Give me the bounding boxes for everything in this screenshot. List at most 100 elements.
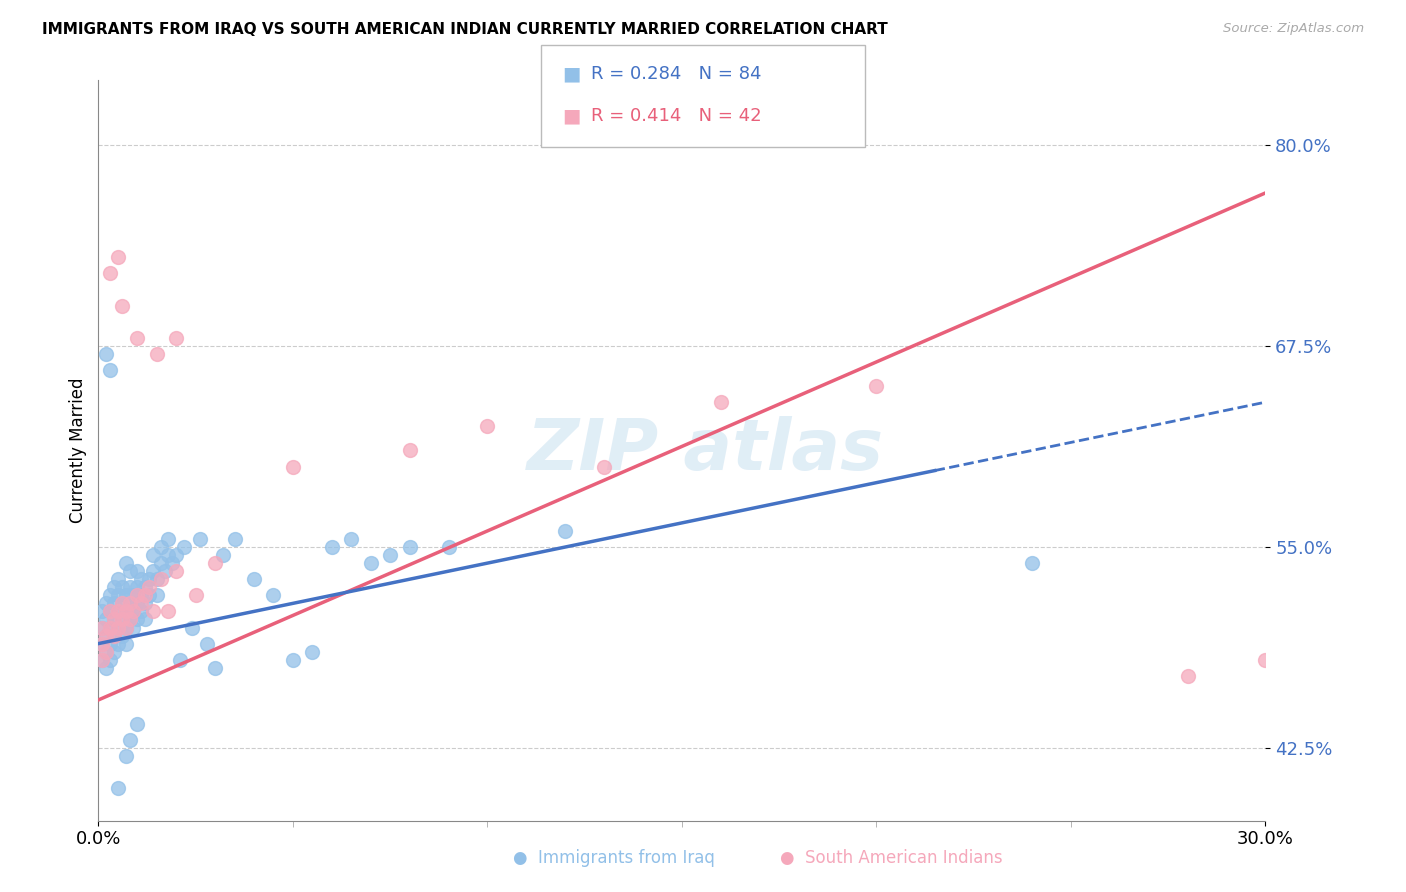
Point [142, 604, 165, 618]
Y-axis label: Currently Married: Currently Married [69, 377, 87, 524]
Point [127, 596, 149, 610]
Point [98, 620, 121, 634]
Point [184, 588, 207, 602]
Text: ●  South American Indians: ● South American Indians [780, 849, 1002, 867]
Point [157, 532, 180, 546]
Point [114, 620, 136, 634]
Point [111, 596, 134, 610]
Point [477, 419, 499, 434]
Point [398, 443, 420, 458]
Point [281, 459, 304, 474]
Point [360, 556, 382, 570]
Point [118, 580, 141, 594]
Point [111, 580, 134, 594]
Point [149, 572, 172, 586]
Point [107, 588, 129, 602]
Point [96, 628, 118, 642]
Point [398, 540, 420, 554]
Point [114, 604, 136, 618]
Point [118, 596, 141, 610]
Point [107, 572, 129, 586]
Point [281, 653, 304, 667]
Point [111, 596, 134, 610]
Point [114, 620, 136, 634]
Point [134, 596, 156, 610]
Point [107, 781, 129, 796]
Point [107, 620, 129, 634]
Point [138, 572, 160, 586]
Point [243, 572, 266, 586]
Point [262, 588, 284, 602]
Point [165, 331, 187, 345]
Point [340, 532, 363, 546]
Point [91, 653, 114, 667]
Text: ZIP atlas: ZIP atlas [527, 416, 884, 485]
Point [122, 604, 145, 618]
Point [146, 347, 169, 361]
Point [1254, 653, 1277, 667]
Point [96, 645, 118, 659]
Point [165, 564, 187, 578]
Point [114, 749, 136, 764]
Point [142, 548, 165, 562]
Text: R = 0.414   N = 42: R = 0.414 N = 42 [591, 107, 761, 125]
Point [96, 596, 118, 610]
Point [865, 379, 887, 393]
Text: ■: ■ [562, 64, 581, 84]
Point [138, 588, 160, 602]
Point [224, 532, 246, 546]
Point [107, 250, 129, 264]
Point [321, 540, 343, 554]
Point [107, 604, 129, 618]
Point [91, 637, 114, 651]
Point [146, 572, 169, 586]
Point [96, 661, 118, 675]
Point [1177, 669, 1199, 683]
Point [188, 532, 211, 546]
Point [103, 580, 125, 594]
Point [91, 620, 114, 634]
Point [98, 267, 121, 281]
Point [134, 612, 156, 626]
Point [149, 540, 172, 554]
Point [149, 556, 172, 570]
Point [98, 363, 121, 377]
Point [127, 331, 149, 345]
Point [122, 620, 145, 634]
Point [142, 564, 165, 578]
Point [118, 612, 141, 626]
Point [122, 588, 145, 602]
Point [169, 653, 191, 667]
Point [103, 645, 125, 659]
Point [127, 612, 149, 626]
Point [91, 620, 114, 634]
Point [1021, 556, 1043, 570]
Point [98, 637, 121, 651]
Point [107, 637, 129, 651]
Point [107, 604, 129, 618]
Point [165, 548, 187, 562]
Point [91, 604, 114, 618]
Point [103, 628, 125, 642]
Point [114, 637, 136, 651]
Point [118, 612, 141, 626]
Point [111, 628, 134, 642]
Point [96, 645, 118, 659]
Point [146, 588, 169, 602]
Point [127, 580, 149, 594]
Point [98, 604, 121, 618]
Point [98, 588, 121, 602]
Point [212, 548, 235, 562]
Point [98, 604, 121, 618]
Text: IMMIGRANTS FROM IRAQ VS SOUTH AMERICAN INDIAN CURRENTLY MARRIED CORRELATION CHAR: IMMIGRANTS FROM IRAQ VS SOUTH AMERICAN I… [42, 22, 889, 37]
Point [204, 661, 226, 675]
Point [103, 612, 125, 626]
Point [118, 564, 141, 578]
Point [301, 645, 323, 659]
Point [98, 653, 121, 667]
Point [134, 580, 156, 594]
Point [114, 556, 136, 570]
Point [173, 540, 195, 554]
Point [162, 556, 184, 570]
Point [157, 548, 180, 562]
